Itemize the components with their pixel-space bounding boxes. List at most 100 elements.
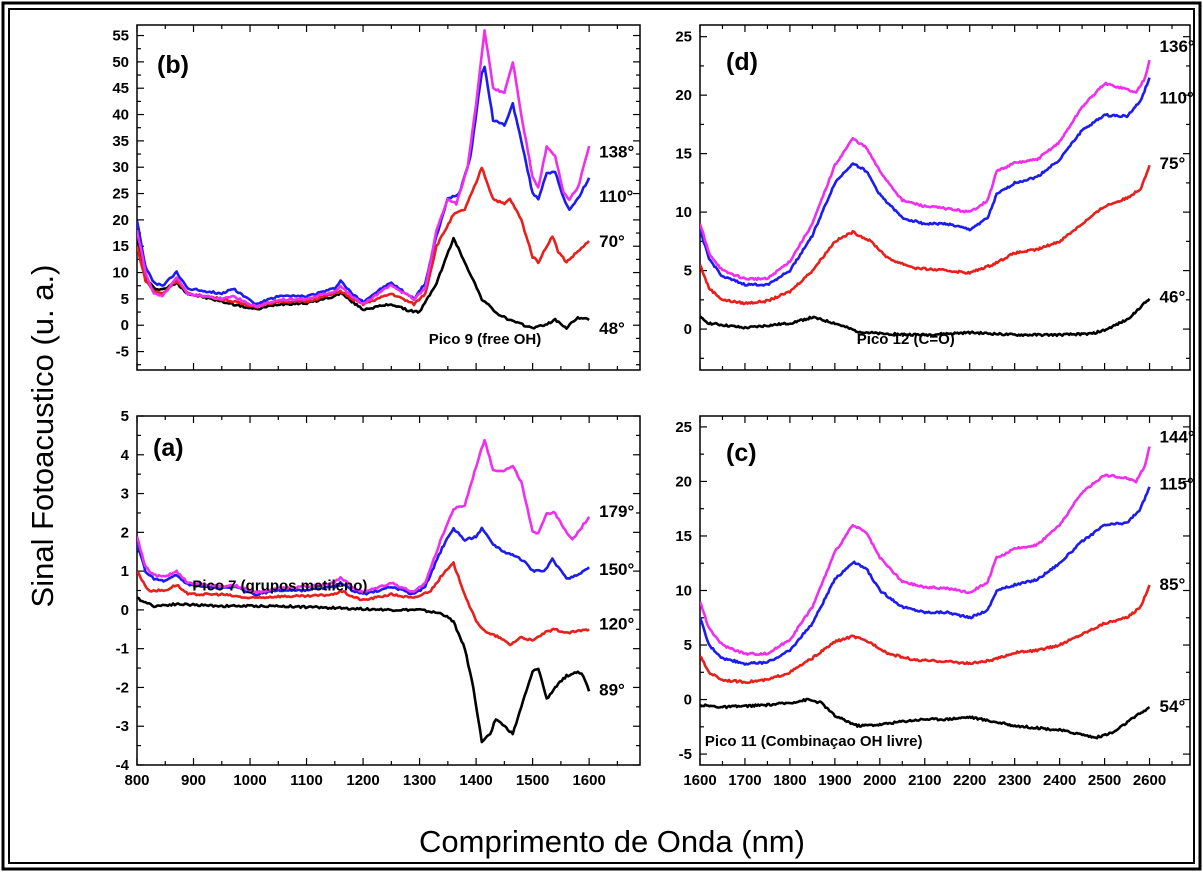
y-tick-label: 30 (112, 159, 129, 176)
series-label: 144° (1160, 428, 1195, 447)
peak-annotation: Pico 7 (grupos metileno) (192, 578, 367, 595)
y-tick-label: -2 (116, 679, 129, 696)
panel-label: (b) (157, 51, 189, 79)
y-tick-label: -5 (679, 746, 692, 763)
series-label: 75° (1160, 154, 1186, 173)
x-tick-label: 2500 (1088, 772, 1121, 789)
y-tick-label: 10 (112, 265, 129, 282)
x-tick-label: 800 (124, 772, 149, 789)
series-label: 110° (1160, 89, 1194, 108)
series-line-d-0 (700, 297, 1151, 338)
y-tick-label: 15 (675, 146, 692, 163)
y-tick-label: 15 (112, 238, 129, 255)
y-tick-label: -4 (116, 757, 130, 774)
series-label: 54° (1160, 697, 1186, 716)
series-label: 46° (1160, 287, 1186, 306)
y-tick-label: 25 (675, 419, 692, 436)
y-tick-label: 15 (675, 528, 692, 545)
x-tick-label: 1200 (346, 772, 379, 789)
series-line-c-0 (700, 697, 1151, 740)
y-tick-label: 1 (121, 563, 129, 580)
y-tick-label: 20 (675, 473, 692, 490)
series-line-b-1 (137, 166, 591, 309)
x-tick-label: 1100 (290, 772, 323, 789)
x-tick-label: 1800 (773, 772, 806, 789)
y-tick-label: 25 (112, 186, 129, 203)
plot-frame (699, 415, 1191, 766)
panel-a: 800 900 1000 1100 1200 1300 1400 1500 1600 -4 -3 -2… (116, 408, 641, 789)
y-tick-label: 40 (112, 107, 129, 124)
y-tick-label: 0 (684, 321, 692, 338)
series-line-b-3 (137, 29, 591, 309)
series-label: 85° (1160, 575, 1186, 594)
x-tick-label: 2300 (998, 772, 1031, 789)
x-tick-label: 1900 (818, 772, 851, 789)
series-label: 120° (599, 614, 634, 633)
x-tick-label: 2000 (863, 772, 896, 789)
peak-annotation: Pico 9 (free OH) (429, 331, 542, 348)
x-tick-label: 1000 (233, 772, 266, 789)
y-tick-label: 5 (121, 408, 129, 425)
y-tick-label: 2 (121, 524, 129, 541)
y-tick-label: 10 (675, 204, 692, 221)
y-tick-label: 0 (121, 317, 129, 334)
x-tick-label: 2200 (953, 772, 986, 789)
x-tick-label: 1500 (516, 772, 549, 789)
series-line-b-2 (137, 65, 591, 306)
y-tick-label: 20 (675, 87, 692, 104)
x-tick-label: 1400 (459, 772, 492, 789)
y-tick-label: 35 (112, 133, 129, 150)
y-tick-label: 45 (112, 80, 129, 97)
series-label: 179° (599, 502, 634, 521)
panel-label: (d) (726, 48, 758, 76)
series-line-d-2 (700, 77, 1151, 287)
x-tick-label: 1300 (403, 772, 436, 789)
y-tick-label: -5 (116, 344, 129, 361)
y-tick-label: 4 (121, 447, 130, 464)
y-tick-label: -1 (116, 641, 129, 658)
series-line-b-0 (137, 236, 590, 330)
y-tick-label: -3 (116, 718, 129, 735)
series-label: 136° (1160, 37, 1195, 56)
x-tick-label: 1600 (572, 772, 605, 789)
series-line-d-1 (700, 164, 1151, 306)
plot-frame (699, 24, 1191, 371)
x-tick-label: 1700 (728, 772, 761, 789)
series-line-c-2 (700, 486, 1151, 666)
panel-b: -5 0 5 10 15 20 25 30 35 40 45 50 55 48° 70° 110° 138° (b… (112, 24, 641, 371)
x-tick-label: 1600 (683, 772, 716, 789)
panel-d: 0 5 10 15 20 25 46° 75° 110° 136° (d) Pico 12 (C=O) (675, 24, 1195, 371)
series-label: 89° (599, 680, 625, 699)
x-axis-title: Comprimento de Onda (nm) (419, 824, 805, 859)
x-tick-label: 900 (181, 772, 206, 789)
y-axis-title: Sinal Fotoacustico (u. a.) (25, 265, 60, 608)
peak-annotation: Pico 11 (Combinaçao OH livre) (705, 733, 923, 750)
series-line-a-0 (137, 596, 591, 744)
peak-annotation: Pico 12 (C=O) (857, 331, 955, 348)
x-tick-label: 2600 (1133, 772, 1166, 789)
panel-label: (c) (726, 439, 757, 467)
series-line-c-3 (700, 446, 1151, 656)
panel-label: (a) (153, 434, 184, 462)
x-tick-label: 2400 (1043, 772, 1076, 789)
series-line-d-3 (700, 59, 1151, 282)
y-tick-label: 50 (112, 54, 129, 71)
series-line-a-3 (137, 438, 591, 594)
y-tick-label: 25 (675, 29, 692, 46)
series-label: 70° (599, 232, 625, 251)
series-label: 138° (599, 142, 634, 161)
y-tick-label: 55 (112, 28, 129, 45)
series-line-a-1 (137, 561, 590, 647)
series-line-c-1 (700, 584, 1151, 685)
x-tick-label: 2100 (908, 772, 941, 789)
series-label: 110° (599, 187, 633, 206)
y-tick-label: 5 (684, 637, 692, 654)
y-tick-label: 5 (121, 291, 129, 308)
y-tick-label: 0 (684, 692, 692, 709)
y-tick-label: 5 (684, 263, 692, 280)
y-tick-label: 20 (112, 212, 129, 229)
panel-c: 1600 1700 1800 1900 2000 2100 2200 2300 2400 2500… (675, 415, 1195, 789)
y-tick-label: 10 (675, 583, 692, 600)
